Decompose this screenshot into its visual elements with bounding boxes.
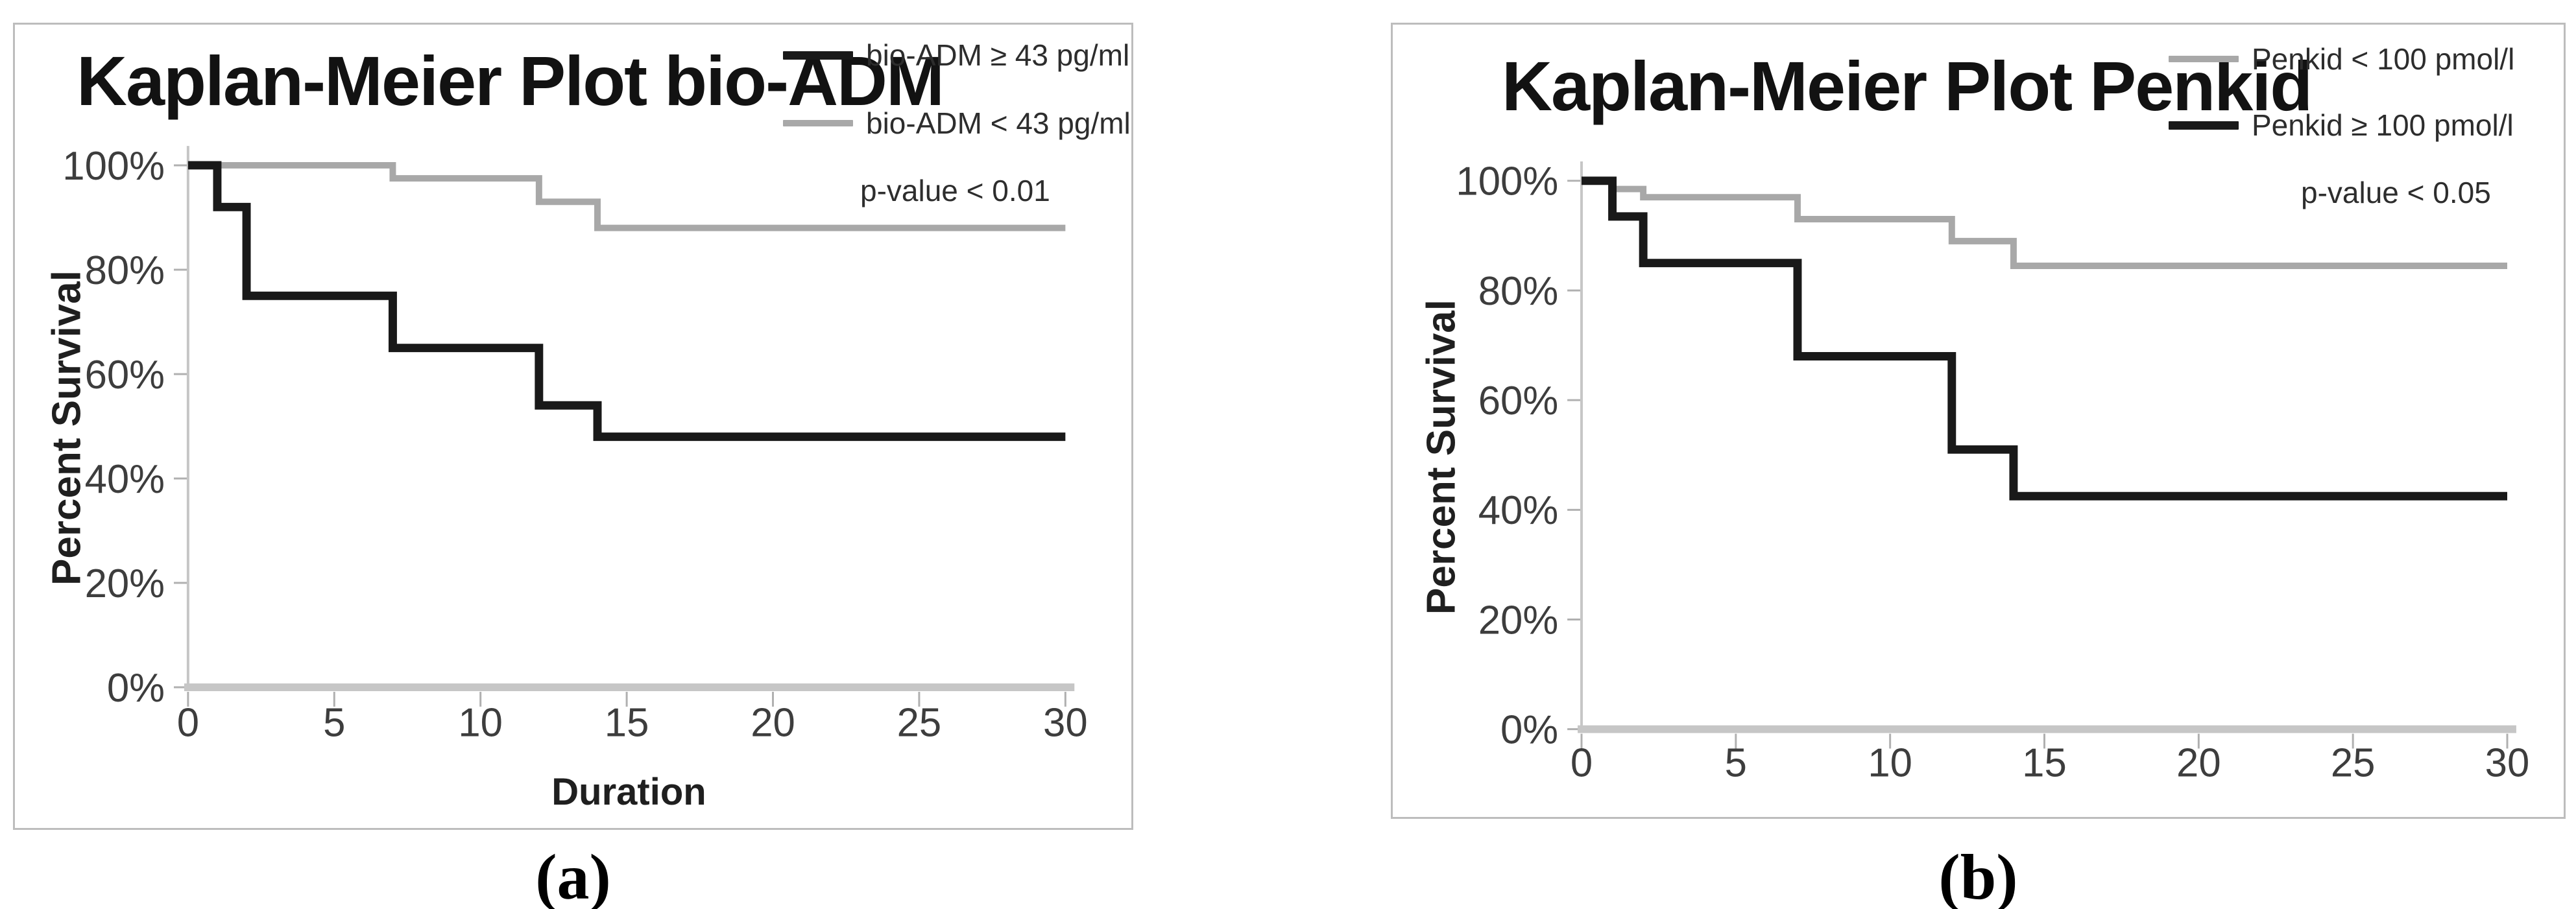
legend-line-swatch [2169,121,2239,130]
legend-line-swatch [783,120,853,126]
p-value-note: p-value < 0.01 [860,174,1050,207]
panel-caption: (b) [1938,841,2018,909]
legend-item: bio-ADM < 43 pg/ml [783,100,1131,146]
panel-caption: (a) [535,841,611,909]
svg-text:60%: 60% [85,353,165,397]
legend-item: bio-ADM ≥ 43 pg/ml [783,32,1129,78]
legend-label: Penkid < 100 pmol/l [2252,42,2515,76]
svg-text:25: 25 [2331,740,2376,785]
svg-text:80%: 80% [1478,269,1558,314]
svg-text:60%: 60% [1478,379,1558,423]
svg-text:100%: 100% [1456,159,1558,204]
x-axis-title: Duration [551,771,706,813]
svg-text:100%: 100% [62,144,165,189]
legend-item: Penkid < 100 pmol/l [2169,36,2514,82]
svg-text:20: 20 [751,701,795,746]
panel-penkid: 0% 20% 40% 60% 80% 100% 0 5 10 15 20 25 30 Kaplan-Me… [1391,23,2566,819]
legend-label: bio-ADM ≥ 43 pg/ml [866,38,1130,72]
svg-text:25: 25 [897,701,942,746]
legend-label: Penkid ≥ 100 pmol/l [2252,108,2514,142]
km-plot-penkid: 0% 20% 40% 60% 80% 100% 0 5 10 15 20 25 30 [1456,159,2530,786]
svg-text:40%: 40% [85,457,165,502]
panel-bio-adm: 0% 20% 40% 60% 80% 100% 0 5 10 15 20 25 30 Kaplan-Me… [13,23,1133,830]
svg-text:30: 30 [1043,701,1088,746]
svg-text:10: 10 [1868,740,1912,785]
svg-text:80%: 80% [85,248,165,293]
svg-text:0%: 0% [1500,708,1558,753]
y-axis-title: Percent Survival [1419,300,1464,615]
legend-line-swatch [783,51,853,60]
svg-text:20%: 20% [85,561,165,606]
svg-text:30: 30 [2485,740,2530,785]
km-plot-bio-adm: 0% 20% 40% 60% 80% 100% 0 5 10 15 20 25 30 [62,144,1088,746]
legend-item: Penkid ≥ 100 pmol/l [2169,102,2514,148]
svg-text:0: 0 [1571,740,1593,785]
svg-text:5: 5 [1725,740,1747,785]
svg-text:5: 5 [323,701,345,746]
legend-label: bio-ADM < 43 pg/ml [866,106,1131,140]
p-value-note: p-value < 0.05 [2301,176,2491,209]
y-axis-title: Percent Survival [44,270,90,585]
svg-text:0%: 0% [107,666,165,711]
svg-text:15: 15 [605,701,649,746]
svg-text:0: 0 [177,701,199,746]
svg-text:10: 10 [458,701,503,746]
svg-text:40%: 40% [1478,488,1558,533]
svg-text:15: 15 [2022,740,2067,785]
svg-text:20: 20 [2176,740,2221,785]
svg-text:20%: 20% [1478,598,1558,643]
legend-line-swatch [2169,56,2239,62]
